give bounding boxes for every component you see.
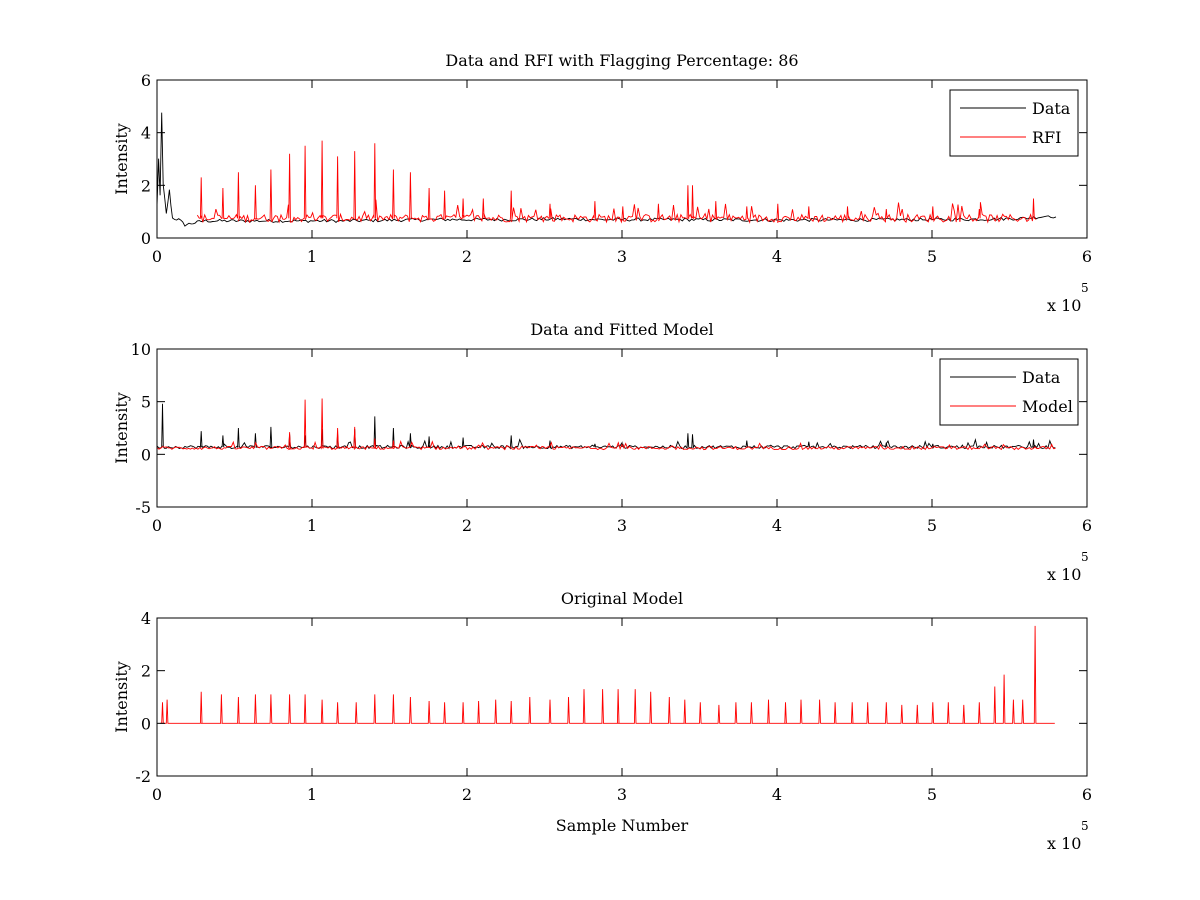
y-tick-label: -5 [135, 498, 151, 517]
chart-title: Original Model [561, 589, 683, 608]
x-tick-label: 3 [617, 785, 627, 804]
x-tick-label: 2 [462, 247, 472, 266]
x-tick-label: 1 [307, 785, 317, 804]
legend-label-rfi: RFI [1032, 128, 1061, 147]
y-tick-label: -2 [135, 767, 151, 786]
y-tick-label: 0 [141, 445, 151, 464]
x-tick-label: 2 [462, 516, 472, 535]
x-tick-label: 6 [1082, 247, 1092, 266]
x-axis-label: Sample Number [556, 816, 689, 835]
x-multiplier-label: x 10 [1047, 296, 1081, 315]
x-tick-label: 3 [617, 247, 627, 266]
x-multiplier-exponent: 5 [1081, 550, 1089, 564]
x-multiplier-label: x 10 [1047, 565, 1081, 584]
x-tick-label: 4 [772, 247, 782, 266]
x-tick-label: 1 [307, 516, 317, 535]
y-tick-label: 6 [141, 71, 151, 90]
series-rfi [196, 140, 1037, 224]
series-data [157, 112, 1057, 227]
x-tick-label: 6 [1082, 785, 1092, 804]
x-tick-label: 4 [772, 516, 782, 535]
x-tick-label: 4 [772, 785, 782, 804]
chart-title: Data and Fitted Model [530, 320, 713, 339]
series-model [160, 625, 1055, 724]
y-tick-label: 0 [141, 229, 151, 248]
legend-label-model: Model [1022, 397, 1073, 416]
plot-area [157, 112, 1057, 227]
x-multiplier-label: x 10 [1047, 834, 1081, 853]
x-tick-label: 2 [462, 785, 472, 804]
y-tick-label: 10 [131, 340, 151, 359]
y-tick-label: 5 [141, 393, 151, 412]
series-model [157, 398, 1056, 451]
legend-box [949, 89, 1079, 157]
x-tick-label: 3 [617, 516, 627, 535]
y-tick-label: 2 [141, 662, 151, 681]
x-multiplier-exponent: 5 [1081, 281, 1089, 295]
x-tick-label: 5 [927, 516, 937, 535]
x-tick-label: 0 [152, 785, 162, 804]
x-tick-label: 5 [927, 785, 937, 804]
y-axis-label: Intensity [112, 661, 131, 733]
legend: Data Model [939, 358, 1079, 426]
x-tick-label: 0 [152, 247, 162, 266]
y-tick-label: 2 [141, 176, 151, 195]
y-tick-label: 4 [141, 609, 151, 628]
x-tick-label: 0 [152, 516, 162, 535]
legend-label-data: Data [1032, 99, 1071, 118]
y-tick-label: 4 [141, 124, 151, 143]
plot-area [157, 398, 1056, 451]
y-tick-label: 0 [141, 714, 151, 733]
y-axis-label: Intensity [112, 392, 131, 464]
x-tick-label: 5 [927, 247, 937, 266]
legend: Data RFI [949, 89, 1079, 157]
x-tick-label: 1 [307, 247, 317, 266]
y-axis-label: Intensity [112, 123, 131, 195]
x-multiplier-exponent: 5 [1081, 819, 1089, 833]
plot-area [160, 625, 1055, 724]
x-tick-label: 6 [1082, 516, 1092, 535]
legend-label-data: Data [1022, 368, 1061, 387]
legend-box [939, 358, 1079, 426]
series-data [157, 403, 1056, 450]
chart-title: Data and RFI with Flagging Percentage: 8… [445, 51, 798, 70]
